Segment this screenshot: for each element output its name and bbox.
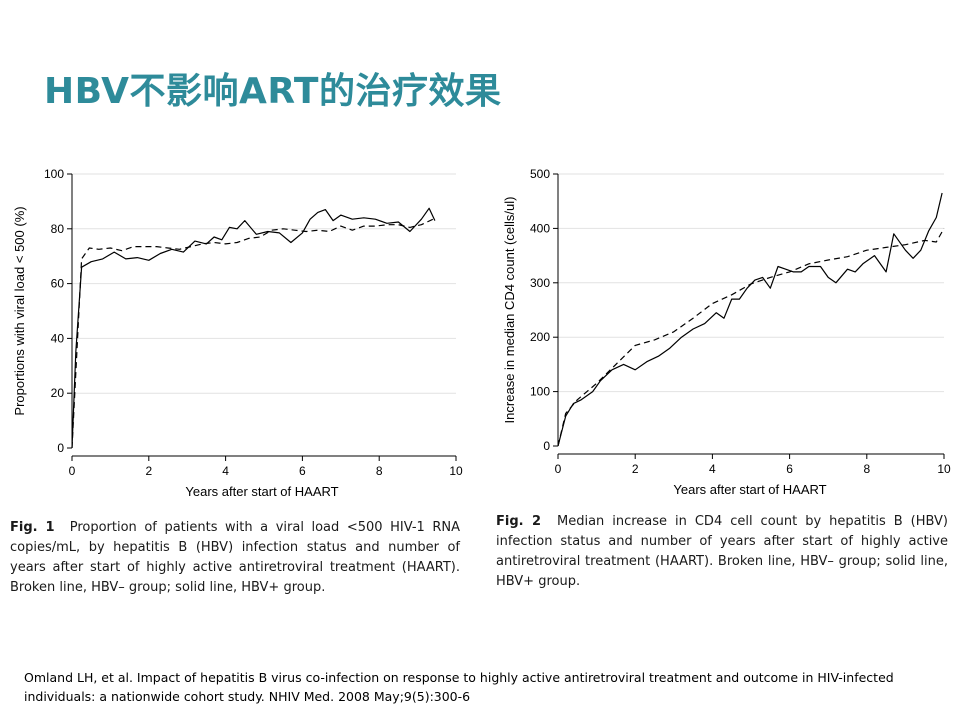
chart2-x-tick-label-0: 0 (555, 462, 562, 476)
chart1-y-tick-label-3: 60 (51, 277, 65, 291)
figure-1-label: Fig. 1 (10, 520, 55, 535)
figure-1-caption-text: Proportion of patients with a viral load… (10, 520, 461, 595)
chart1-y-tick-label-2: 40 (51, 331, 65, 345)
chart2-y-tick-label-3: 300 (530, 276, 550, 290)
chart2-x-tick-label-5: 10 (937, 462, 951, 476)
chart2-y-tick-label-5: 500 (530, 167, 550, 181)
chart1-x-axis-label: Years after start of HAART (185, 484, 338, 499)
chart1-series-solid-line (71, 207, 436, 449)
chart2-y-axis-label: Increase in median CD4 count (cells/ul) (502, 197, 517, 424)
viral-load-chart: 0 20 40 60 80 100 0 2 4 6 8 10 Years after start of … (12, 167, 463, 499)
figure-2-caption: Fig. 2 Median increase in CD4 cell count… (496, 512, 948, 592)
chart1-y-tick-label-0: 0 (57, 441, 64, 455)
chart2-x-tick-label-1: 2 (632, 462, 639, 476)
chart1-x-tick-label-4: 8 (376, 464, 383, 478)
cd4-count-chart: 0 100 200 300 400 500 0 2 4 6 8 10 Years after start… (502, 167, 951, 497)
chart2-y-tick-label-0: 0 (543, 439, 550, 453)
chart2-y-tick-label-4: 400 (530, 221, 550, 235)
chart1-x-tick-label-5: 10 (449, 464, 463, 478)
figure-2-caption-text: Median increase in CD4 cell count by hep… (496, 514, 949, 589)
chart2-series-solid-line (557, 192, 943, 447)
chart1-series-dashed-line (71, 218, 434, 449)
slide-title: HBV不影响ART的治疗效果 (44, 71, 502, 112)
chart1-x-tick-label-1: 2 (145, 464, 152, 478)
chart1-y-tick-label-5: 100 (44, 167, 64, 181)
chart2-x-tick-label-3: 6 (786, 462, 793, 476)
figure-2-label: Fig. 2 (496, 514, 542, 529)
citation-reference: Omland LH, et al. Impact of hepatitis B … (24, 670, 894, 704)
chart1-y-tick-label-4: 80 (51, 222, 65, 236)
chart1-y-tick-label-1: 20 (51, 386, 65, 400)
chart1-x-tick-label-0: 0 (69, 464, 76, 478)
figure-1-caption: Fig. 1 Proportion of patients with a vir… (10, 518, 460, 598)
chart2-y-tick-label-2: 200 (530, 330, 550, 344)
chart1-x-tick-label-2: 4 (222, 464, 229, 478)
chart2-y-tick-label-1: 100 (530, 385, 550, 399)
chart2-x-tick-label-4: 8 (863, 462, 870, 476)
chart2-x-tick-label-2: 4 (709, 462, 716, 476)
chart1-x-tick-label-3: 6 (299, 464, 306, 478)
chart2-x-axis-label: Years after start of HAART (673, 482, 826, 497)
chart1-y-axis-label: Proportions with viral load < 500 (%) (12, 206, 27, 415)
